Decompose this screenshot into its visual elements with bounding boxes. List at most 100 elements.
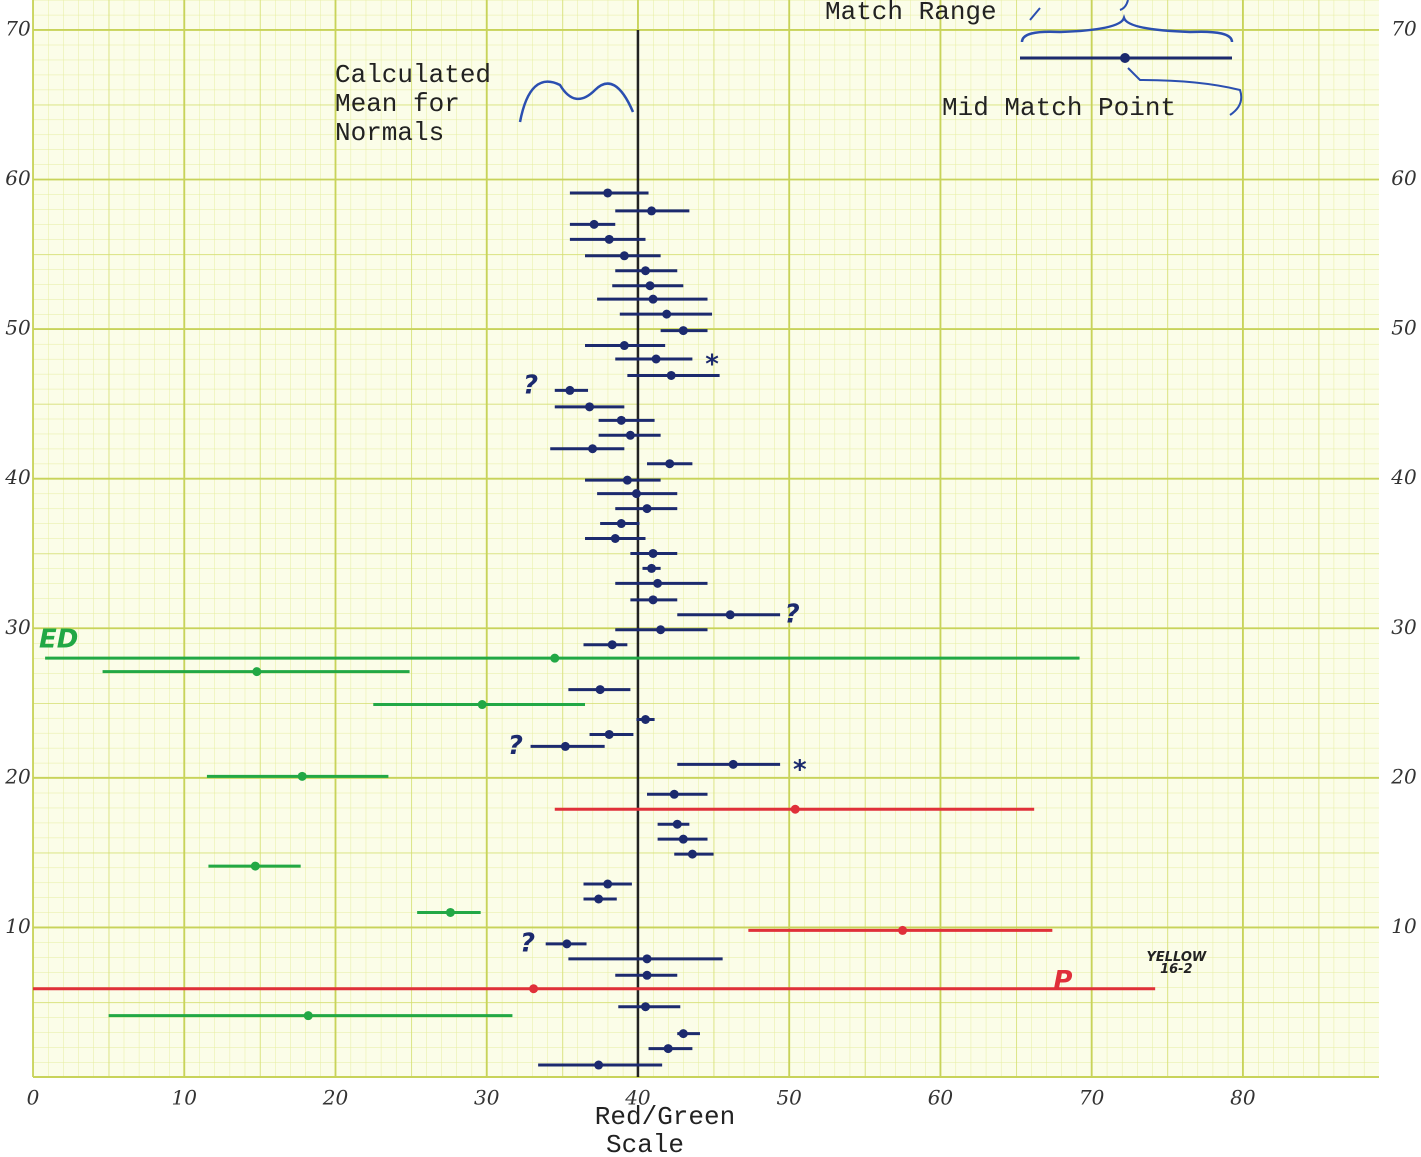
annotation: ED bbox=[39, 625, 78, 655]
y-tick-label: 60 bbox=[5, 166, 31, 190]
mid-match-point bbox=[617, 519, 626, 528]
mid-match-point bbox=[679, 1029, 688, 1038]
mid-match-point bbox=[632, 489, 641, 498]
mid-match-point bbox=[603, 188, 612, 197]
mid-match-point bbox=[626, 431, 635, 440]
mid-match-point bbox=[561, 742, 570, 751]
mid-match-point bbox=[643, 954, 652, 963]
mid-match-point bbox=[251, 862, 260, 871]
mid-match-point bbox=[653, 579, 662, 588]
mid-match-point bbox=[665, 459, 674, 468]
x-tick-label: 30 bbox=[474, 1086, 500, 1110]
mid-match-point bbox=[673, 820, 682, 829]
mid-match-point bbox=[641, 1002, 650, 1011]
y-tick-label: 20 bbox=[4, 764, 31, 788]
mid-match-point bbox=[898, 926, 907, 935]
x-axis-label: Scale bbox=[606, 1130, 684, 1157]
mid-match-point bbox=[646, 281, 655, 290]
mid-match-point bbox=[670, 790, 679, 799]
mid-match-point bbox=[729, 760, 738, 769]
annotation: P bbox=[1053, 966, 1072, 996]
mid-match-point bbox=[611, 534, 620, 543]
mid-match-point bbox=[791, 805, 800, 814]
mid-match-point bbox=[647, 564, 656, 573]
mid-match-point bbox=[656, 625, 665, 634]
mid-match-point bbox=[550, 654, 559, 663]
annotation: * bbox=[793, 755, 807, 785]
mean-label: Mean for bbox=[335, 89, 460, 119]
x-tick-label: 50 bbox=[776, 1086, 802, 1110]
mid-match-point bbox=[298, 772, 307, 781]
annotation: ? bbox=[520, 928, 535, 958]
mid-match-point bbox=[688, 850, 697, 859]
chart: 1010202030304040505060607070010203040506… bbox=[0, 0, 1421, 1157]
mid-match-point bbox=[594, 894, 603, 903]
mid-match-point bbox=[643, 504, 652, 513]
mid-match-point bbox=[562, 939, 571, 948]
mid-match-point bbox=[662, 310, 671, 319]
mid-match-point bbox=[664, 1044, 673, 1053]
annotation: 16-2 bbox=[1160, 962, 1193, 977]
y-tick-label: 40 bbox=[4, 465, 31, 489]
x-tick-label: 0 bbox=[27, 1086, 40, 1110]
mid-match-point bbox=[620, 251, 629, 260]
x-tick-label: 70 bbox=[1079, 1086, 1105, 1110]
mid-match-point bbox=[641, 715, 650, 724]
mid-match-point bbox=[623, 476, 632, 485]
y-tick-label-right: 20 bbox=[1390, 764, 1417, 788]
mid-match-point bbox=[679, 835, 688, 844]
mid-match-point bbox=[594, 1061, 603, 1070]
mid-match-point bbox=[446, 908, 455, 917]
mid-match-point bbox=[649, 595, 658, 604]
mid-match-point bbox=[605, 235, 614, 244]
y-tick-label: 70 bbox=[5, 16, 31, 40]
y-tick-label-right: 10 bbox=[1391, 914, 1417, 938]
y-tick-label-right: 50 bbox=[1391, 316, 1417, 340]
y-tick-label-right: 70 bbox=[1391, 16, 1417, 40]
mid-match-point bbox=[565, 386, 574, 395]
mid-match-point bbox=[679, 326, 688, 335]
mid-match-point bbox=[603, 880, 612, 889]
mid-match-point bbox=[649, 549, 658, 558]
x-axis-label: Red/Green bbox=[595, 1102, 735, 1132]
mid-match-point bbox=[649, 295, 658, 304]
mid-match-point bbox=[652, 355, 661, 364]
mid-match-point bbox=[667, 371, 676, 380]
mid-match-point bbox=[617, 416, 626, 425]
mean-label: Calculated bbox=[335, 60, 491, 90]
annotation: ? bbox=[785, 599, 800, 629]
y-tick-label: 50 bbox=[5, 316, 31, 340]
x-tick-label: 80 bbox=[1230, 1086, 1256, 1110]
legend-mid-dot bbox=[1120, 53, 1130, 63]
annotation: ? bbox=[523, 370, 538, 400]
legend-range-label: Match Range bbox=[825, 0, 997, 27]
mid-match-point bbox=[585, 402, 594, 411]
y-tick-label: 10 bbox=[5, 914, 31, 938]
x-tick-label: 60 bbox=[928, 1086, 954, 1110]
x-tick-label: 20 bbox=[322, 1086, 349, 1110]
y-tick-label: 30 bbox=[5, 615, 31, 639]
mid-match-point bbox=[478, 700, 487, 709]
mid-match-point bbox=[726, 610, 735, 619]
mid-match-point bbox=[529, 984, 538, 993]
y-tick-label-right: 30 bbox=[1391, 615, 1417, 639]
mid-match-point bbox=[304, 1011, 313, 1020]
mid-match-point bbox=[588, 444, 597, 453]
mid-match-point bbox=[641, 266, 650, 275]
mid-match-point bbox=[643, 971, 652, 980]
mid-match-point bbox=[608, 640, 617, 649]
annotation: * bbox=[705, 349, 719, 379]
x-tick-label: 10 bbox=[172, 1086, 198, 1110]
mid-match-point bbox=[590, 220, 599, 229]
major-grid bbox=[33, 0, 1379, 1077]
mid-match-point bbox=[620, 341, 629, 350]
mid-match-point bbox=[647, 206, 656, 215]
mid-match-point bbox=[252, 667, 261, 676]
mid-match-point bbox=[596, 685, 605, 694]
y-tick-label-right: 60 bbox=[1391, 166, 1417, 190]
mean-label: Normals bbox=[335, 118, 444, 148]
annotation: ? bbox=[508, 731, 523, 761]
mid-match-point bbox=[605, 730, 614, 739]
legend-mid-label: Mid Match Point bbox=[942, 93, 1176, 123]
y-tick-label-right: 40 bbox=[1390, 465, 1417, 489]
